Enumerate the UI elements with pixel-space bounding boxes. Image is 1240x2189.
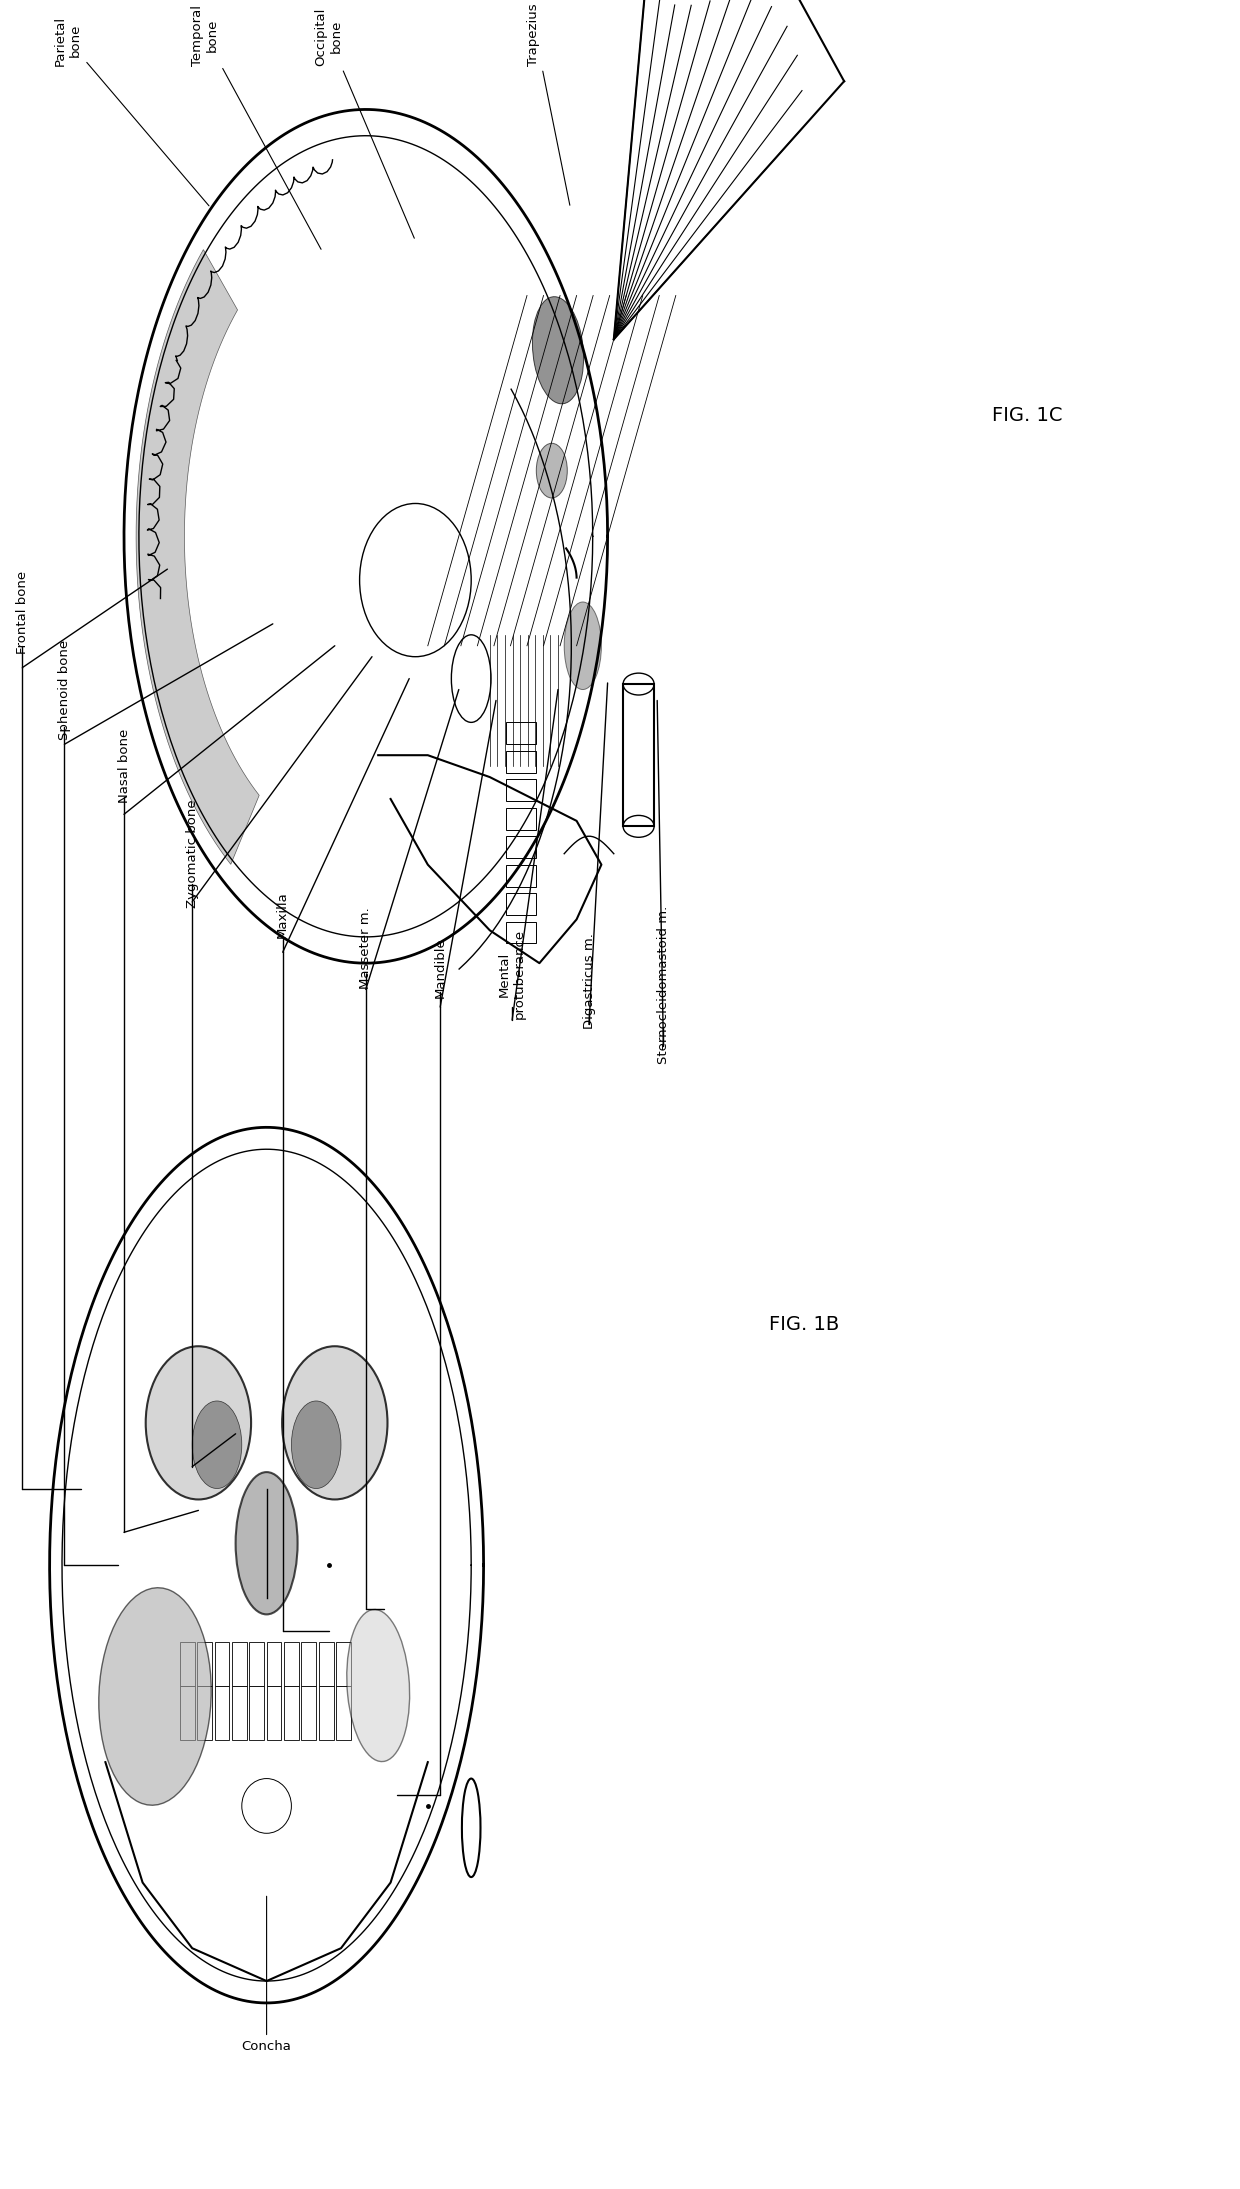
Ellipse shape (99, 1587, 211, 1806)
Bar (267, 1686, 281, 1740)
Bar (319, 1642, 334, 1686)
Text: Masseter m.: Masseter m. (360, 906, 372, 989)
Bar (284, 1686, 299, 1740)
Bar (506, 922, 536, 943)
Text: Digastricus m.: Digastricus m. (583, 933, 595, 1029)
Bar (197, 1686, 212, 1740)
Text: Sphenoid bone: Sphenoid bone (58, 639, 71, 740)
Text: Frontal bone: Frontal bone (16, 571, 29, 655)
Polygon shape (136, 250, 259, 865)
Ellipse shape (347, 1609, 409, 1762)
Bar (506, 836, 536, 858)
Text: Trapezius m.: Trapezius m. (527, 0, 570, 206)
Bar (249, 1686, 264, 1740)
Text: FIG. 1C: FIG. 1C (992, 407, 1063, 425)
Text: Sternocleidomastoid m.: Sternocleidomastoid m. (657, 906, 670, 1064)
Bar (506, 865, 536, 887)
Text: Mandible: Mandible (434, 937, 446, 998)
Bar (232, 1686, 247, 1740)
Bar (506, 893, 536, 915)
Ellipse shape (283, 1346, 387, 1499)
Ellipse shape (291, 1401, 341, 1489)
Bar (336, 1686, 351, 1740)
Bar (232, 1642, 247, 1686)
Text: Parietal
bone: Parietal bone (55, 15, 210, 206)
Bar (180, 1686, 195, 1740)
Bar (301, 1686, 316, 1740)
Bar (215, 1642, 229, 1686)
Bar (506, 808, 536, 830)
Text: Zygomatic bone: Zygomatic bone (186, 799, 198, 908)
Bar (301, 1642, 316, 1686)
Ellipse shape (536, 442, 567, 499)
Ellipse shape (192, 1401, 242, 1489)
Text: Maxilla: Maxilla (277, 891, 289, 939)
Bar (249, 1642, 264, 1686)
Bar (624, 683, 655, 825)
Ellipse shape (146, 1346, 250, 1499)
Ellipse shape (564, 602, 601, 690)
Bar (197, 1642, 212, 1686)
Bar (180, 1642, 195, 1686)
Text: Concha: Concha (242, 1896, 291, 2053)
Bar (336, 1642, 351, 1686)
Bar (267, 1642, 281, 1686)
Bar (284, 1642, 299, 1686)
Bar (319, 1686, 334, 1740)
Ellipse shape (236, 1471, 298, 1615)
Bar (506, 779, 536, 801)
Ellipse shape (242, 1777, 291, 1834)
Bar (506, 751, 536, 773)
Text: Mental
protuberance: Mental protuberance (498, 928, 526, 1020)
Text: Occipital
bone: Occipital bone (315, 7, 414, 239)
Bar (506, 722, 536, 744)
Bar (215, 1686, 229, 1740)
Text: Nasal bone: Nasal bone (118, 729, 130, 803)
Text: Temporal
bone: Temporal bone (191, 4, 321, 250)
Text: FIG. 1B: FIG. 1B (769, 1316, 839, 1333)
Ellipse shape (532, 298, 584, 403)
